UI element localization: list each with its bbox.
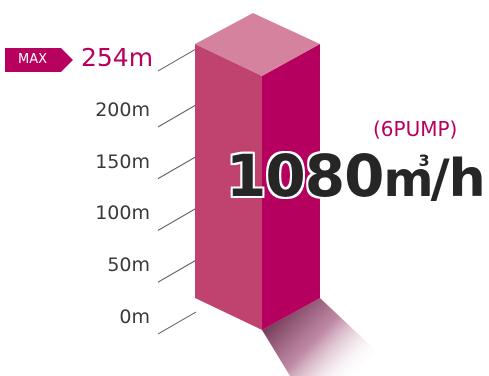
bar-front-face bbox=[195, 44, 262, 330]
gridline bbox=[157, 259, 197, 283]
y-axis-tick-label: 200m bbox=[95, 98, 150, 121]
gridline bbox=[157, 156, 197, 180]
pump-count-note: (6PUMP) bbox=[373, 117, 458, 141]
flow-rate-number: 1080 bbox=[226, 142, 384, 210]
max-badge-arrow bbox=[5, 48, 73, 72]
y-axis-tick-label: 100m bbox=[95, 202, 150, 225]
flow-rate-unit-base: m bbox=[383, 152, 433, 208]
y-axis-tick-label: 0m bbox=[119, 306, 150, 328]
gridline bbox=[157, 311, 197, 335]
bar-top-face bbox=[195, 13, 320, 76]
y-axis-tick-label: 150m bbox=[95, 150, 150, 173]
flow-rate-unit-exponent: 3 bbox=[418, 151, 429, 170]
flow-rate-value: 1080m3/h bbox=[226, 147, 486, 208]
max-badge-label: MAX bbox=[17, 52, 47, 67]
gridline bbox=[157, 104, 197, 128]
bar-side-face bbox=[262, 44, 320, 330]
bar-shadow bbox=[262, 298, 388, 376]
max-value-label: 254m bbox=[81, 43, 154, 72]
flow-rate-unit-per-hour: /h bbox=[430, 149, 486, 209]
gridline bbox=[157, 48, 197, 72]
gridline bbox=[157, 208, 197, 231]
y-axis-tick-label: 50m bbox=[107, 254, 150, 277]
